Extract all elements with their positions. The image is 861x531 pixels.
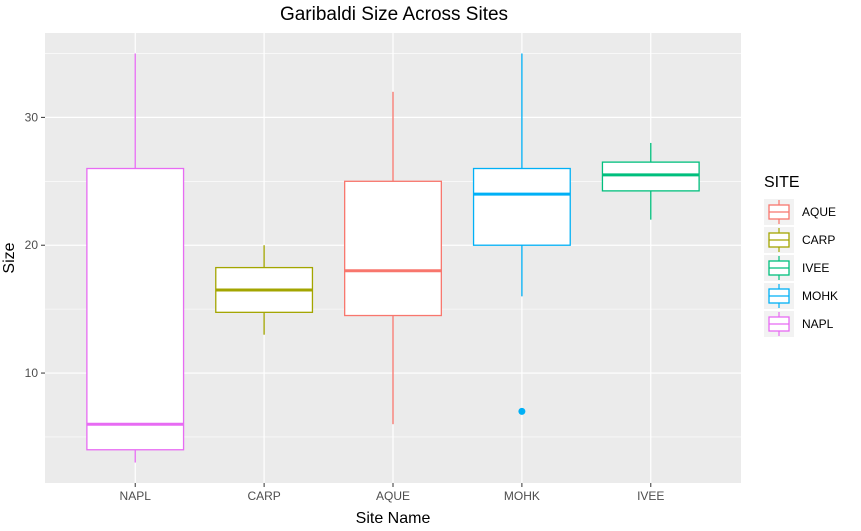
x-tick-label: IVEE [637,489,664,503]
legend-key-ivee [764,255,794,281]
legend-key-mohk [764,283,794,309]
legend-label: MOHK [802,289,838,303]
legend-key-napl [764,311,794,337]
box-body [86,167,185,451]
box-mohk [472,53,571,415]
box-series [86,53,700,463]
legend-title: SITE [764,174,800,191]
outlier-point [518,407,526,415]
legend-label: AQUE [802,205,836,219]
legend-label: CARP [802,233,835,247]
x-axis-title: Site Name [356,510,431,527]
chart-title: Garibaldi Size Across Sites [280,4,508,25]
x-tick-label: CARP [247,489,280,503]
box-carp [215,245,314,335]
x-tick-label: NAPL [120,489,152,503]
legend-label: NAPL [802,317,834,331]
box-napl [86,53,185,463]
box-aque [344,91,442,425]
legend-key-carp [764,227,794,253]
box-ivee [601,142,700,220]
x-axis-ticks: NAPL CARP AQUE MOHK IVEE [120,483,664,503]
legend: SITE AQUE CARP IVEE MOHK NAPL [764,174,838,337]
y-tick-label: 20 [25,238,39,252]
y-tick-label: 10 [25,366,39,380]
x-tick-label: AQUE [376,489,410,503]
y-axis-title: Size [1,242,18,273]
box-body [344,180,442,317]
box-body [472,167,571,246]
legend-key-aque [764,199,794,225]
x-tick-label: MOHK [504,489,540,503]
box-body [601,161,700,192]
y-tick-label: 30 [25,110,39,124]
legend-label: IVEE [802,261,829,275]
y-axis-ticks: 10 20 30 [25,110,45,380]
